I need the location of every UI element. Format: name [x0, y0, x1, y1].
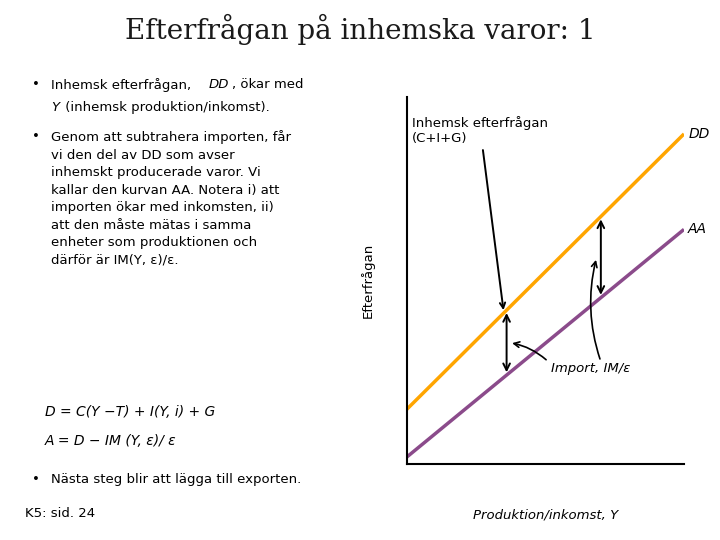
Text: Produktion/inkomst, Y: Produktion/inkomst, Y	[473, 509, 618, 522]
Text: AA: AA	[688, 222, 707, 237]
Text: Genom att subtrahera importen, får
vi den del av DD som avser
inhemskt producera: Genom att subtrahera importen, får vi de…	[51, 130, 292, 267]
Text: D = C(Y −T) + I(Y, i) + G: D = C(Y −T) + I(Y, i) + G	[45, 404, 215, 418]
Text: Inhemsk efterfrågan
(C+I+G): Inhemsk efterfrågan (C+I+G)	[413, 116, 549, 308]
Text: K5: sid. 24: K5: sid. 24	[25, 507, 95, 519]
Text: •: •	[32, 472, 40, 485]
Text: •: •	[32, 78, 40, 91]
Text: Inhemsk efterfrågan,: Inhemsk efterfrågan,	[51, 78, 196, 92]
Text: Efterfrågan: Efterfrågan	[361, 243, 375, 319]
Text: DD: DD	[688, 127, 709, 141]
Text: Nästa steg blir att lägga till exporten.: Nästa steg blir att lägga till exporten.	[51, 472, 302, 485]
Text: , ökar med: , ökar med	[232, 78, 303, 91]
Text: (inhemsk produktion/inkomst).: (inhemsk produktion/inkomst).	[60, 100, 269, 113]
Text: A = D − IM (Y, ε)/ ε: A = D − IM (Y, ε)/ ε	[45, 434, 176, 448]
Text: Efterfrågan på inhemska varor: 1: Efterfrågan på inhemska varor: 1	[125, 14, 595, 45]
Text: Import, IM/ε: Import, IM/ε	[551, 362, 630, 375]
Text: Y: Y	[51, 100, 60, 113]
Text: DD: DD	[209, 78, 229, 91]
Text: •: •	[32, 130, 40, 143]
